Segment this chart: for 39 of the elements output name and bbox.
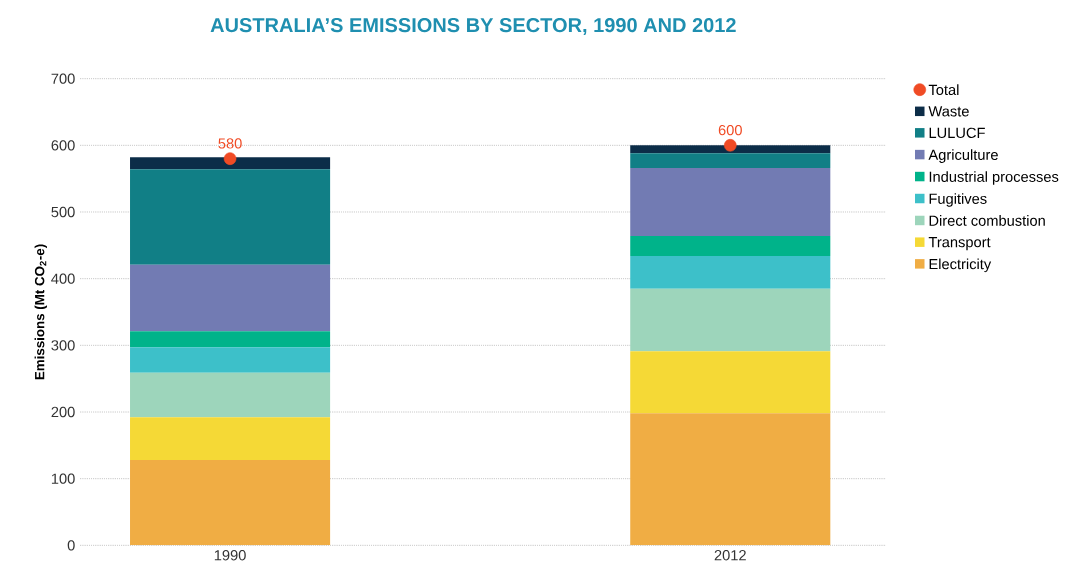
bar [130,417,331,460]
y-tick-label: 200 [51,406,75,418]
bar [130,331,331,348]
bar [630,288,831,352]
bar [630,236,831,256]
y-tick-label: 0 [67,540,75,551]
bar [630,153,831,168]
legend-label: Waste [928,106,969,117]
x-tick-label: 2012 [714,550,746,561]
bar [630,351,831,414]
bar [130,372,331,418]
y-tick-label: 700 [51,73,75,84]
legend-label: Electricity [929,258,992,273]
bar [130,460,331,546]
bar [630,413,831,546]
y-axis-title: Emissions (Mt CO$_{2}$-e) [34,244,47,380]
y-tick-label: 400 [51,273,75,284]
bar [130,347,331,373]
y-tick-label: 600 [51,140,75,151]
bar [130,169,331,265]
legend-label: Total [928,84,959,96]
legend-label: LULUCF [929,127,985,139]
legend-label: Fugitives [929,193,987,207]
chart-title: AUSTRALIA’S EMISSIONS BY SECTOR, 1990 AND 2012 [210,18,736,36]
bar [630,145,831,154]
data-label: 600 [718,124,742,136]
data-label: 580 [218,138,242,149]
y-tick-label: 500 [51,206,75,218]
bar [630,168,831,236]
bar [130,157,331,170]
legend-label: Transport [928,237,991,251]
legend-label: Industrial processes [929,171,1059,185]
legend-label: Direct combustion [929,215,1045,226]
x-tick-label: 1990 [214,550,246,561]
legend-label: Agriculture [928,149,998,163]
bar [630,256,831,289]
y-tick-label: 100 [51,473,75,484]
bar [130,264,331,332]
y-tick-label: 300 [51,340,75,351]
